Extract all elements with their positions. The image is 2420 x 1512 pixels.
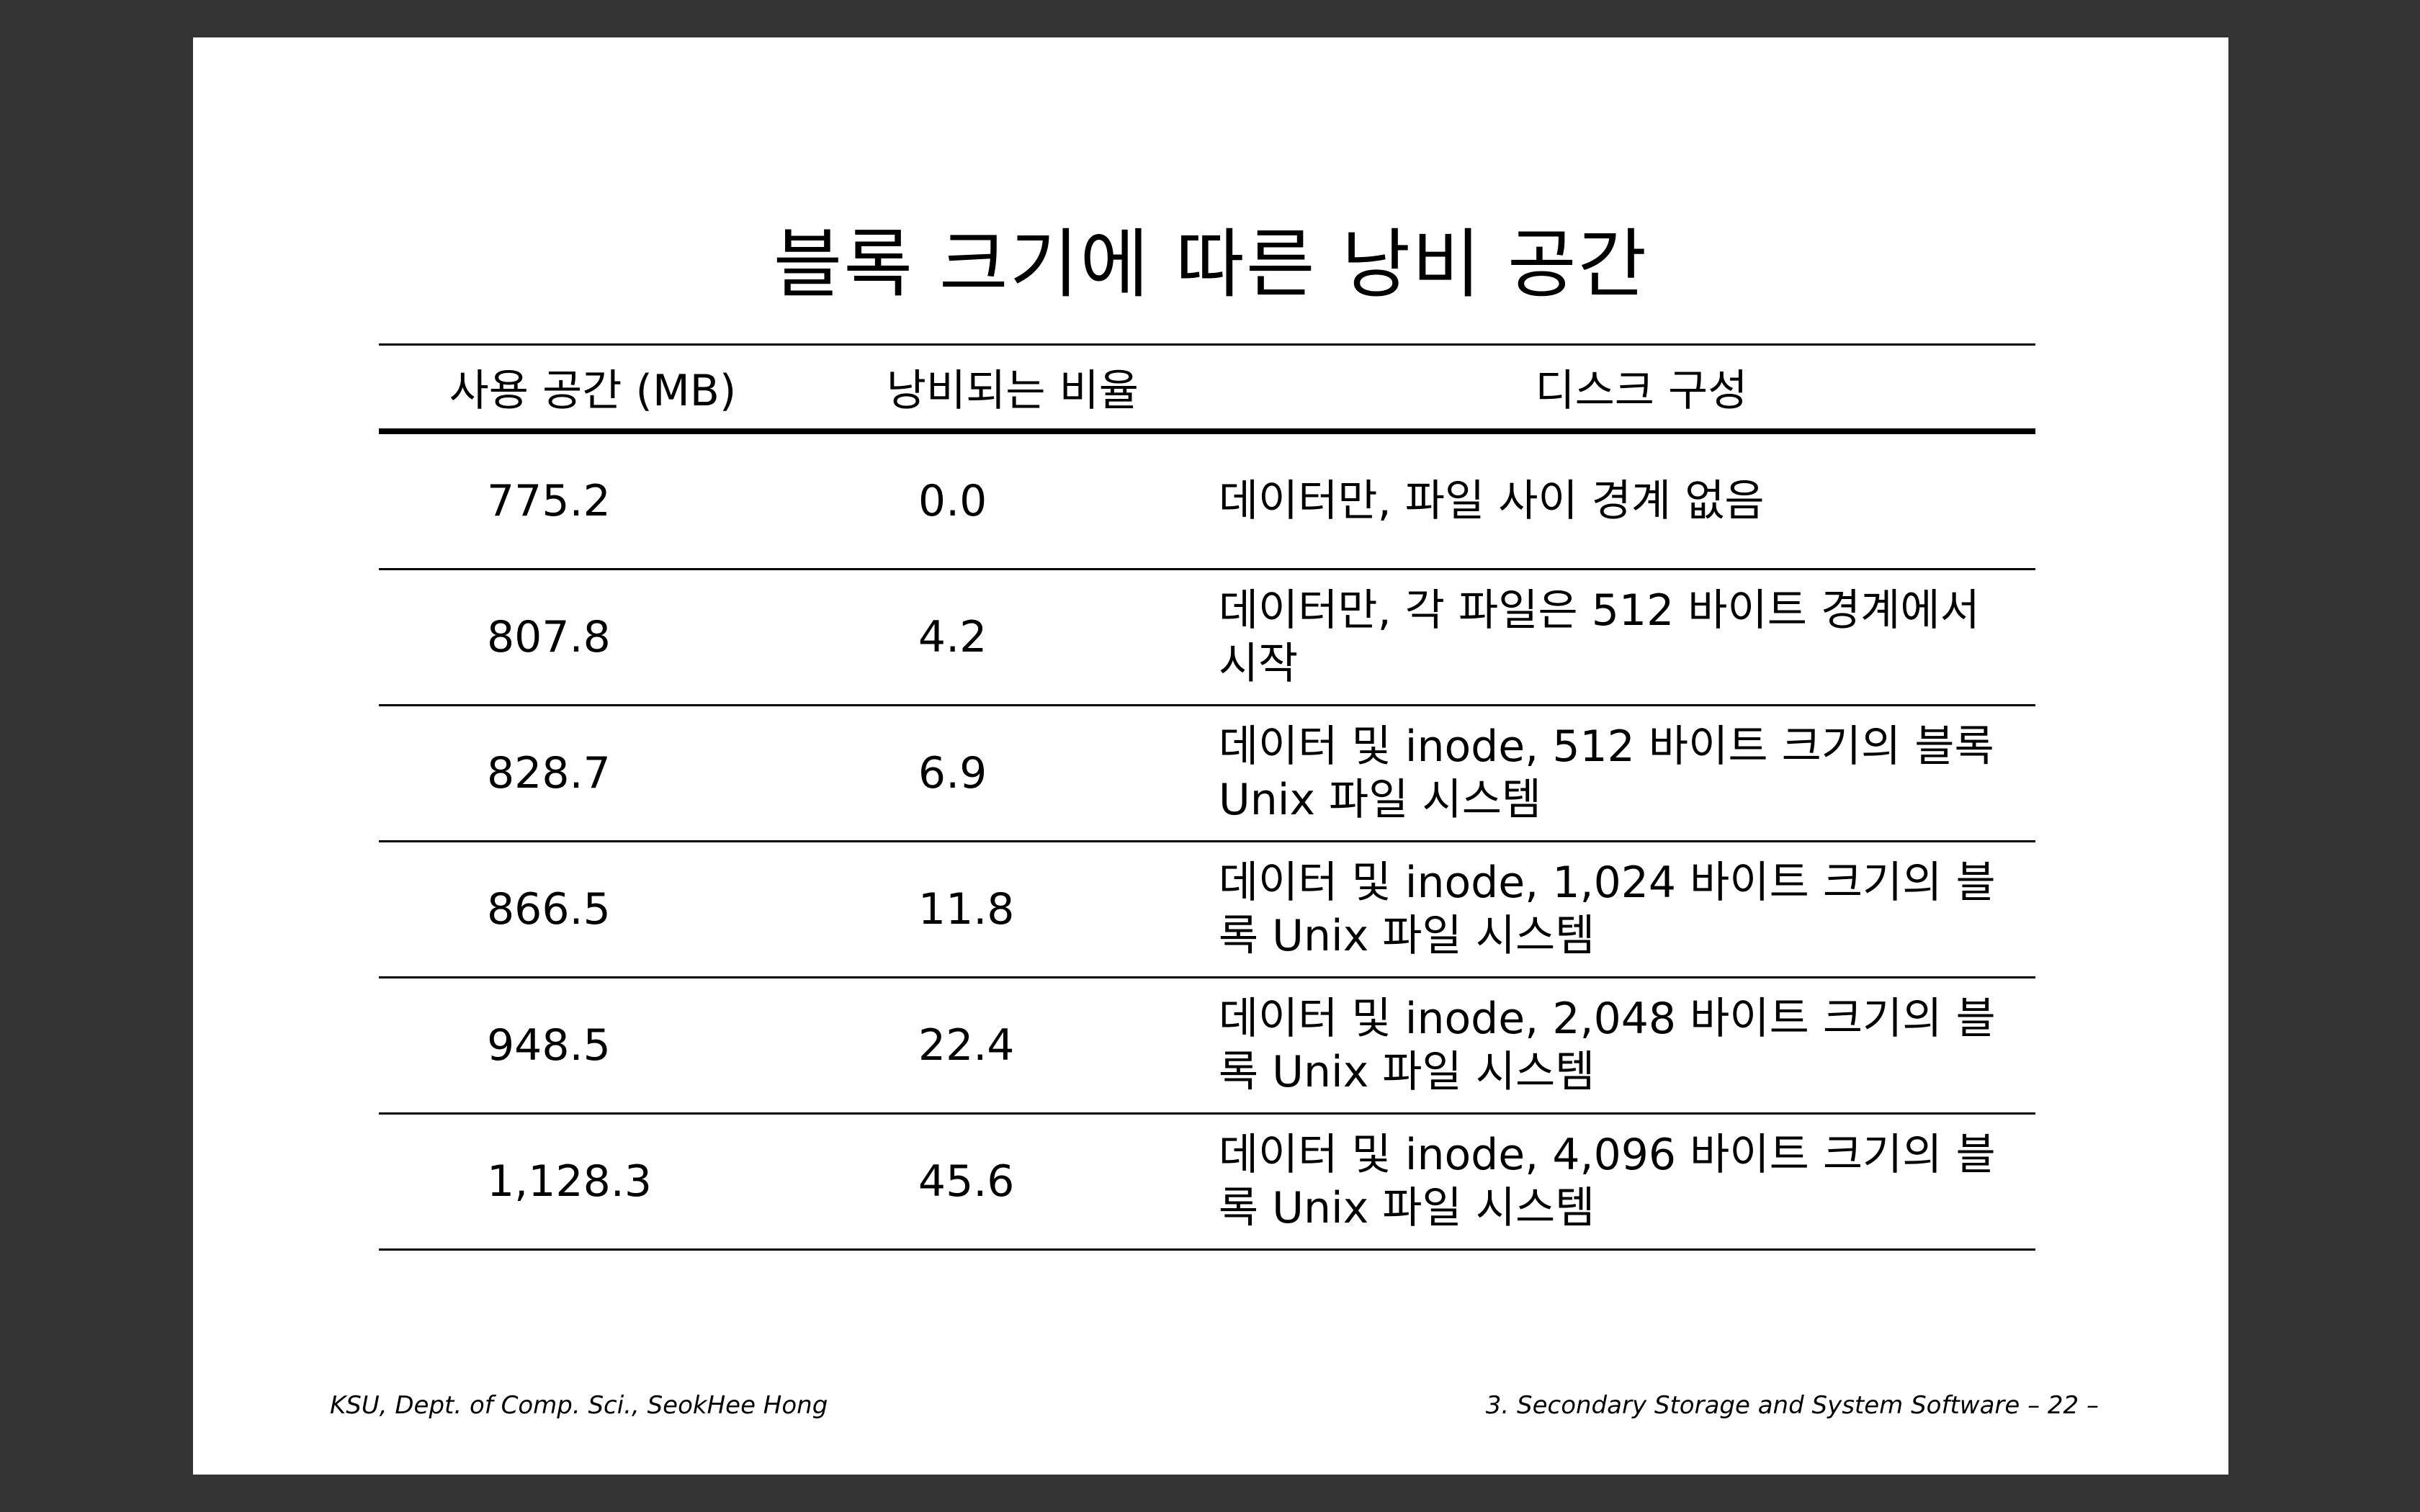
header-waste-ratio: 낭비되는 비율: [806, 343, 1219, 434]
cell-disk-config: 데이터 및 inode, 512 바이트 크기의 블록 Unix 파일 시스템: [1218, 705, 2035, 842]
cell-waste-ratio: 22.4: [806, 977, 1219, 1115]
header-disk-config: 디스크 구성: [1218, 343, 2035, 434]
cell-disk-config: 데이터 및 inode, 1,024 바이트 크기의 블록 Unix 파일 시스…: [1218, 841, 2035, 978]
cell-disk-config: 데이터 및 inode, 4,096 바이트 크기의 블록 Unix 파일 시스…: [1218, 1113, 2035, 1251]
cell-used-space: 807.8: [379, 569, 807, 706]
cell-used-space: 828.7: [379, 705, 807, 842]
table-row: 807.8 4.2 데이터만, 각 파일은 512 바이트 경계에서 시작: [379, 569, 2035, 706]
cell-used-space: 1,128.3: [379, 1113, 807, 1251]
cell-waste-ratio: 45.6: [806, 1113, 1219, 1251]
cell-waste-ratio: 6.9: [806, 705, 1219, 842]
table-row: 1,128.3 45.6 데이터 및 inode, 4,096 바이트 크기의 …: [379, 1113, 2035, 1251]
cell-used-space: 948.5: [379, 977, 807, 1115]
cell-used-space: 775.2: [379, 431, 807, 570]
cell-waste-ratio: 4.2: [806, 569, 1219, 706]
cell-disk-config: 데이터 및 inode, 2,048 바이트 크기의 블록 Unix 파일 시스…: [1218, 977, 2035, 1115]
slide-title: 블록 크기에 따른 낭비 공간: [773, 220, 1649, 308]
table-row: 866.5 11.8 데이터 및 inode, 1,024 바이트 크기의 블록…: [379, 841, 2035, 978]
cell-used-space: 866.5: [379, 841, 807, 978]
slide: 블록 크기에 따른 낭비 공간 사용 공간 (MB) 낭비되는 비율 디스크 구…: [193, 37, 2228, 1475]
cell-waste-ratio: 11.8: [806, 841, 1219, 978]
cell-waste-ratio: 0.0: [806, 431, 1219, 570]
table-row: 948.5 22.4 데이터 및 inode, 2,048 바이트 크기의 블록…: [379, 977, 2035, 1115]
table-row: 775.2 0.0 데이터만, 파일 사이 경계 없음: [379, 431, 2035, 570]
table-row: 828.7 6.9 데이터 및 inode, 512 바이트 크기의 블록 Un…: [379, 705, 2035, 842]
waste-table: 사용 공간 (MB) 낭비되는 비율 디스크 구성 775.2 0.0 데이터만…: [379, 343, 2035, 1251]
cell-disk-config: 데이터만, 파일 사이 경계 없음: [1218, 431, 2035, 570]
footer-author: KSU, Dept. of Comp. Sci., SeokHee Hong: [330, 1391, 828, 1420]
footer-page-info: 3. Secondary Storage and System Software…: [1485, 1391, 2099, 1420]
table-header-row: 사용 공간 (MB) 낭비되는 비율 디스크 구성: [379, 343, 2035, 434]
cell-disk-config: 데이터만, 각 파일은 512 바이트 경계에서 시작: [1218, 569, 2035, 706]
header-used-space: 사용 공간 (MB): [379, 343, 807, 434]
